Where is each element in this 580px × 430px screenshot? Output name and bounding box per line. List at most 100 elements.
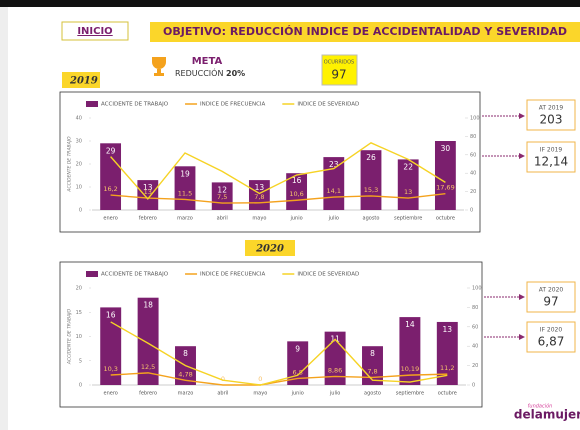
bar-value-label: 26 [366, 153, 376, 162]
bar-value-label: 12 [217, 185, 227, 194]
bar-value-label: 19 [180, 169, 190, 178]
occurrences-value: 97 [331, 68, 346, 82]
x-tick-label: septiembre [394, 216, 422, 222]
legend-swatch [86, 271, 98, 277]
page-title: OBJETIVO: REDUCCIÓN INDICE DE ACCIDENTAL… [163, 25, 567, 38]
x-tick-label: julio [329, 391, 340, 397]
x-tick-label: septiembre [396, 391, 424, 397]
line-value-label: 13 [144, 188, 152, 196]
bar-value-label: 13 [443, 325, 453, 334]
bar-value-label: 16 [292, 176, 302, 185]
trophy-icon [152, 57, 166, 76]
bar [287, 341, 309, 385]
line-value-label: 7,5 [217, 193, 227, 201]
line-value-label: 17,69 [436, 184, 455, 192]
y2-tick-label: 0 [470, 208, 473, 214]
year-tag [62, 72, 100, 88]
bar [137, 180, 159, 210]
logo-name: delamujer [514, 408, 580, 422]
y-tick-label: 10 [76, 185, 82, 191]
y-tick-label: 30 [76, 139, 82, 145]
x-tick-label: mayo [253, 391, 267, 397]
x-tick-label: febrero [139, 216, 157, 222]
kpi-value: 97 [543, 295, 558, 309]
line-value-label: 15,3 [364, 186, 378, 194]
kpi-box [526, 281, 576, 313]
y2-tick-label: 40 [470, 171, 476, 177]
title-bar [150, 22, 580, 42]
line-value-label: 6,8 [293, 368, 303, 376]
bar-value-label: 18 [143, 301, 153, 310]
kpi-value: 6,87 [538, 335, 565, 349]
x-tick-label: agosto [364, 391, 381, 397]
bar-value-label: 14 [405, 320, 415, 329]
legend-label: INDICE DE FRECUENCIA [200, 272, 265, 278]
y-axis-label: ACCIDENTE DE TRABAJO [67, 308, 73, 365]
occurrences-label: OCURRIDOS [324, 60, 354, 66]
x-tick-label: febrero [139, 391, 157, 397]
kpi-value: 12,14 [534, 155, 568, 169]
y-tick-label: 0 [79, 208, 82, 214]
line-value-label: 11,2 [440, 364, 454, 372]
occurrences-box [321, 54, 358, 86]
y2-tick-label: 80 [472, 305, 478, 311]
x-tick-label: junio [290, 216, 303, 222]
bar [100, 307, 122, 385]
bar [100, 143, 122, 210]
y2-tick-label: 20 [470, 189, 476, 195]
y-axis-label: ACCIDENTE DE TRABAJO [67, 136, 73, 193]
line-value-label: 10,19 [401, 365, 420, 373]
y2-tick-label: 20 [472, 363, 478, 369]
bar-value-label: 23 [329, 160, 339, 169]
bar-value-label: 30 [441, 144, 451, 153]
x-tick-label: julio [328, 216, 339, 222]
line [110, 321, 448, 386]
line-value-label: 0 [258, 375, 262, 383]
bar-value-label: 8 [370, 349, 375, 358]
kpi-label: AT 2020 [539, 287, 564, 294]
line-value-label: 10,6 [289, 190, 303, 198]
y2-tick-label: 60 [470, 152, 476, 158]
legend-label: ACCIDENTE DE TRABAJO [101, 102, 169, 108]
line [110, 372, 448, 386]
line-value-label: 10,3 [103, 365, 117, 373]
y2-tick-label: 40 [472, 344, 478, 350]
kpi-box [526, 99, 576, 131]
line-value-label: 14,1 [327, 187, 341, 195]
y2-tick-label: 100 [470, 116, 480, 122]
bar-value-label: 22 [403, 162, 413, 171]
kpi-label: AT 2019 [539, 105, 564, 112]
home-label[interactable]: INICIO [77, 26, 112, 37]
x-tick-label: marzo [177, 216, 193, 222]
y-tick-label: 20 [76, 286, 82, 292]
x-tick-label: enero [104, 391, 118, 397]
x-tick-label: marzo [178, 391, 194, 397]
line-value-label: 0 [221, 375, 225, 383]
goal-percent: 20% [226, 69, 245, 78]
home-button[interactable] [61, 21, 129, 41]
line-value-label: 16,2 [103, 185, 117, 193]
y-tick-label: 10 [76, 334, 82, 340]
legend-label: INDICE DE FRECUENCIA [200, 102, 265, 108]
y2-tick-label: 60 [472, 324, 478, 330]
y2-tick-label: 100 [472, 286, 482, 292]
x-tick-label: agosto [363, 216, 380, 222]
x-tick-label: enero [103, 216, 117, 222]
bar [434, 141, 456, 210]
bar-value-label: 9 [295, 344, 300, 353]
y2-tick-label: 80 [470, 134, 476, 140]
top-bar [0, 0, 580, 7]
bar-value-label: 8 [183, 349, 188, 358]
line-value-label: 12,5 [141, 363, 155, 371]
kpi-label: IF 2020 [540, 327, 563, 334]
y-tick-label: 20 [76, 162, 82, 168]
goal-title: META [192, 56, 223, 67]
bar [137, 297, 159, 385]
legend-label: INDICE DE SEVERIDAD [297, 102, 359, 108]
line-value-label: 7,8 [254, 193, 264, 201]
bar [360, 150, 382, 210]
kpi-box [526, 321, 576, 353]
kpi-value: 203 [540, 113, 563, 127]
bar-value-label: 29 [106, 146, 116, 155]
x-tick-label: abril [217, 216, 228, 222]
